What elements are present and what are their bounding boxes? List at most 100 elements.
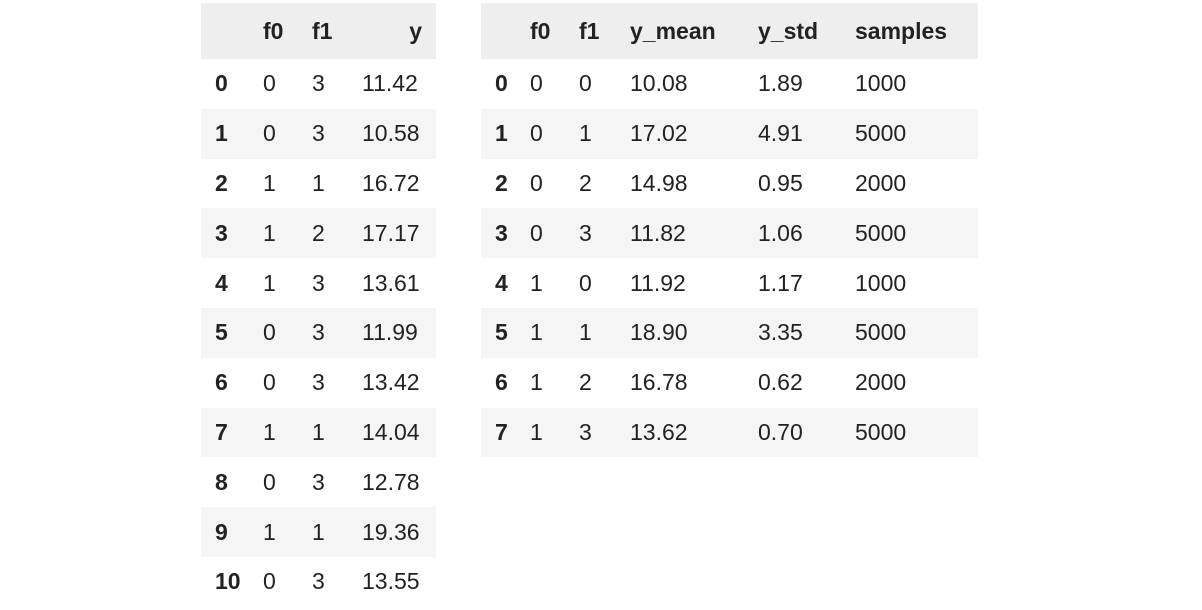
table-row: 5 1 1 18.90 3.35 5000 <box>481 307 978 358</box>
cell-f0: 0 <box>530 70 543 97</box>
cell-f0: 1 <box>263 269 276 296</box>
cell-f1: 1 <box>579 120 592 147</box>
cell-y-mean: 17.02 <box>630 120 688 147</box>
table-row: 6 1 2 16.78 0.62 2000 <box>481 357 978 408</box>
row-index: 0 <box>215 70 228 97</box>
cell-f0: 1 <box>530 319 543 346</box>
cell-samples: 2000 <box>855 369 907 396</box>
cell-f0: 0 <box>263 468 276 495</box>
row-index: 4 <box>495 269 508 296</box>
table-row: 3 0 3 11.82 1.06 5000 <box>481 208 978 259</box>
column-header-f0: f0 <box>516 3 565 59</box>
raw-data-table: f0 f1 y 0 0 3 11.42 1 0 3 10.58 2 1 1 16… <box>201 3 436 607</box>
cell-y-std: 1.89 <box>758 70 803 97</box>
cell-f1: 3 <box>312 568 325 595</box>
cell-y-std: 0.95 <box>758 169 803 196</box>
cell-y-mean: 13.62 <box>630 418 688 445</box>
cell-f1: 3 <box>312 70 325 97</box>
cell-f0: 1 <box>263 169 276 196</box>
cell-y-std: 1.17 <box>758 269 803 296</box>
row-index: 7 <box>215 418 228 445</box>
cell-f1: 1 <box>312 518 325 545</box>
cell-y-mean: 16.78 <box>630 369 688 396</box>
cell-f1: 2 <box>579 369 592 396</box>
table-row: 8 0 3 12.78 <box>201 457 436 508</box>
table-row: 9 1 1 19.36 <box>201 507 436 557</box>
cell-f1: 3 <box>312 468 325 495</box>
row-index: 7 <box>495 418 508 445</box>
row-index: 10 <box>215 568 241 595</box>
cell-y: 11.99 <box>362 319 418 346</box>
row-index: 0 <box>495 70 508 97</box>
column-header-samples: samples <box>841 3 978 59</box>
table-row: 2 0 2 14.98 0.95 2000 <box>481 158 978 209</box>
cell-f0: 1 <box>263 418 276 445</box>
cell-y-std: 0.70 <box>758 418 803 445</box>
table-row: 6 0 3 13.42 <box>201 357 436 408</box>
cell-y: 19.36 <box>362 518 420 545</box>
table-row: 3 1 2 17.17 <box>201 208 436 259</box>
cell-f0: 0 <box>530 120 543 147</box>
cell-y-std: 3.35 <box>758 319 803 346</box>
cell-f1: 3 <box>579 219 592 246</box>
cell-f1: 1 <box>312 418 325 445</box>
cell-f0: 1 <box>263 219 276 246</box>
index-header <box>201 3 249 59</box>
cell-f1: 1 <box>312 169 325 196</box>
row-index: 2 <box>215 169 228 196</box>
row-index: 2 <box>495 169 508 196</box>
cell-y-mean: 18.90 <box>630 319 688 346</box>
cell-y-mean: 10.08 <box>630 70 688 97</box>
row-index: 6 <box>495 369 508 396</box>
cell-f0: 1 <box>263 518 276 545</box>
cell-f1: 3 <box>312 120 325 147</box>
cell-f0: 0 <box>263 568 276 595</box>
row-index: 6 <box>215 369 228 396</box>
cell-samples: 5000 <box>855 418 907 445</box>
cell-y-std: 4.91 <box>758 120 803 147</box>
cell-f0: 0 <box>263 120 276 147</box>
table-row: 0 0 3 11.42 <box>201 59 436 109</box>
cell-y: 17.17 <box>362 219 420 246</box>
cell-y: 11.42 <box>362 70 418 97</box>
cell-samples: 2000 <box>855 169 907 196</box>
row-index: 3 <box>215 219 228 246</box>
cell-y: 16.72 <box>362 169 420 196</box>
cell-y: 12.78 <box>362 468 420 495</box>
table-row: 10 0 3 13.55 <box>201 556 436 607</box>
cell-y-mean: 14.98 <box>630 169 688 196</box>
cell-samples: 5000 <box>855 120 907 147</box>
cell-y: 14.04 <box>362 418 420 445</box>
row-index: 3 <box>495 219 508 246</box>
table-header-row: f0 f1 y <box>201 3 436 59</box>
cell-f1: 0 <box>579 269 592 296</box>
cell-f1: 3 <box>312 319 325 346</box>
row-index: 8 <box>215 468 228 495</box>
table-row: 1 0 1 17.02 4.91 5000 <box>481 108 978 159</box>
column-header-f1: f1 <box>565 3 616 59</box>
cell-samples: 5000 <box>855 319 907 346</box>
cell-f0: 0 <box>263 369 276 396</box>
cell-f1: 0 <box>579 70 592 97</box>
index-header <box>481 3 516 59</box>
table-row: 1 0 3 10.58 <box>201 108 436 159</box>
cell-f0: 0 <box>530 219 543 246</box>
cell-y: 13.42 <box>362 369 420 396</box>
table-row: 2 1 1 16.72 <box>201 158 436 209</box>
column-header-y: y <box>348 3 436 59</box>
aggregated-table: f0 f1 y_mean y_std samples 0 0 0 10.08 1… <box>481 3 978 458</box>
cell-y-mean: 11.82 <box>630 219 686 246</box>
cell-y-std: 1.06 <box>758 219 803 246</box>
cell-f0: 0 <box>263 70 276 97</box>
cell-f0: 1 <box>530 369 543 396</box>
cell-f0: 0 <box>263 319 276 346</box>
cell-samples: 1000 <box>855 70 907 97</box>
cell-y-std: 0.62 <box>758 369 803 396</box>
row-index: 5 <box>215 319 228 346</box>
column-header-y-mean: y_mean <box>616 3 744 59</box>
table-row: 5 0 3 11.99 <box>201 307 436 358</box>
column-header-f0: f0 <box>249 3 298 59</box>
cell-samples: 5000 <box>855 219 907 246</box>
cell-f0: 0 <box>530 169 543 196</box>
table-row: 0 0 0 10.08 1.89 1000 <box>481 59 978 109</box>
